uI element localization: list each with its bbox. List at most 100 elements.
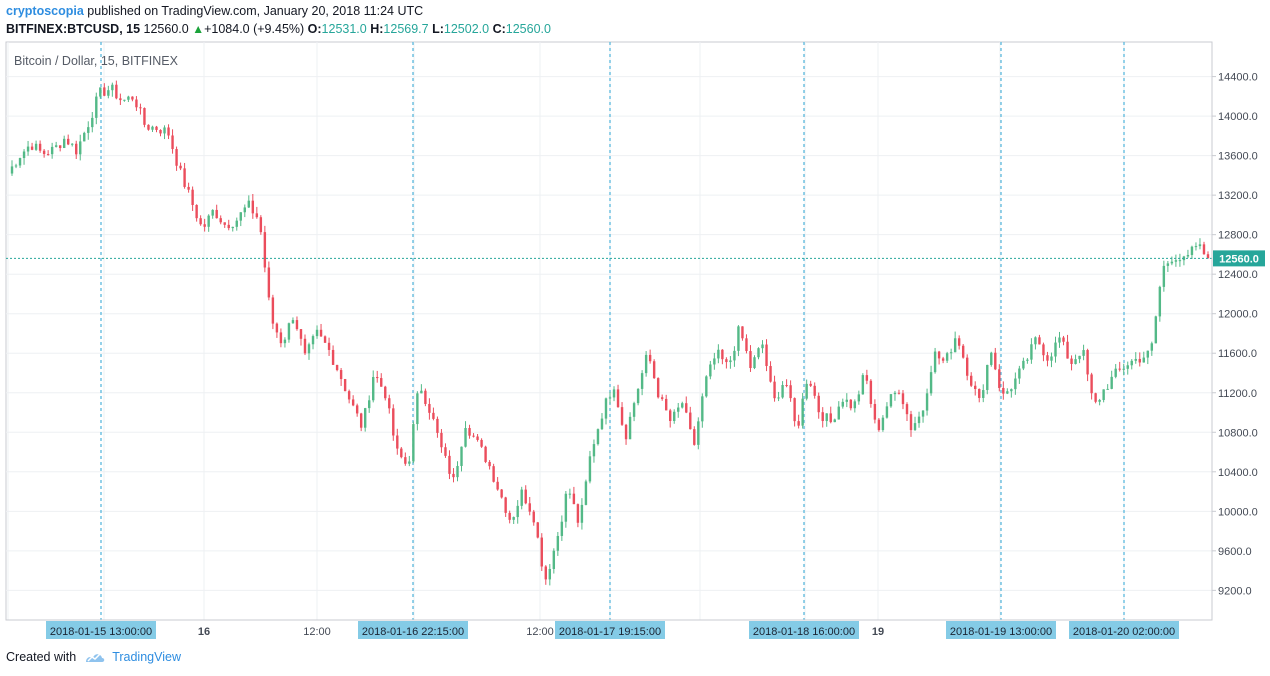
candle-body [813, 385, 816, 396]
candle-body [729, 360, 732, 363]
candle-body [335, 364, 339, 371]
candle-body [207, 215, 210, 227]
candle-body [929, 372, 933, 394]
candle-body [620, 407, 624, 425]
candle-body [877, 419, 881, 431]
candle-body [444, 447, 447, 456]
x-marker-labels: 2018-01-15 13:00:00 2018-01-16 22:15:00 20… [46, 621, 1179, 639]
candle-body [271, 297, 275, 324]
candle-body [203, 224, 206, 227]
candle-body [155, 126, 158, 130]
candle-body [376, 377, 379, 379]
candle-body [957, 338, 961, 346]
candle-body [1174, 260, 1178, 262]
candle-body [311, 336, 315, 345]
publication-info: cryptoscopia published on TradingView.co… [6, 4, 423, 18]
candles-group [10, 80, 1210, 586]
candle-body [689, 412, 692, 430]
candle-body [1198, 244, 1202, 247]
y-tick-label: 13600.0 [1218, 151, 1258, 163]
candle-body [821, 412, 824, 422]
candle-body [1114, 368, 1117, 377]
candle-body [1042, 344, 1045, 356]
marker-lines [100, 42, 1125, 620]
candle-body [841, 401, 844, 407]
candle-body [624, 424, 628, 440]
candle-body [673, 411, 676, 422]
candle-body [46, 154, 50, 156]
candle-body [347, 391, 351, 400]
candle-body [368, 400, 371, 409]
candle-body [372, 377, 375, 401]
x-tick-label: 12:00 [526, 626, 554, 638]
candle-body [171, 135, 174, 150]
candle-body [1054, 342, 1057, 357]
candle-body [681, 403, 684, 408]
candle-body [412, 424, 415, 462]
candle-body [905, 404, 909, 415]
marker-label-bg [46, 621, 156, 639]
high-label: H: [370, 22, 384, 36]
tradingview-logo-icon [86, 653, 105, 662]
candle-body [982, 390, 985, 398]
candle-body [468, 428, 471, 436]
candle-body [1006, 391, 1009, 394]
candle-body [315, 329, 319, 337]
candle-body [339, 370, 343, 380]
candle-body [1086, 350, 1089, 375]
author-link[interactable]: cryptoscopia [6, 4, 84, 18]
candle-body [175, 149, 178, 166]
candle-body [737, 326, 740, 351]
candle-body [741, 326, 744, 339]
candle-body [953, 338, 957, 353]
candle-body [79, 141, 82, 155]
candle-body [500, 489, 503, 498]
candle-body [1082, 350, 1085, 356]
candle-body [456, 465, 459, 478]
candle-body [95, 96, 98, 118]
candle-body [139, 107, 142, 109]
candle-body [34, 143, 38, 150]
candle-body [199, 218, 202, 225]
open-value: 12531.0 [321, 22, 367, 36]
candle-body [584, 481, 588, 505]
candle-body [163, 127, 166, 134]
candle-body [54, 145, 58, 147]
footer: Created with TradingView [6, 650, 181, 664]
candle-body [801, 398, 804, 426]
candle-body [239, 212, 242, 221]
candle-body [99, 87, 102, 97]
last-price: 12560.0 [143, 22, 189, 36]
tradingview-link[interactable]: TradingView [112, 650, 181, 664]
candle-body [396, 435, 399, 449]
candle-body [600, 418, 604, 430]
high-value: 12569.7 [383, 22, 429, 36]
candle-body [1134, 358, 1137, 361]
candle-body [564, 493, 568, 522]
candle-body [58, 145, 62, 149]
candle-body [580, 504, 584, 523]
candle-body [1158, 286, 1162, 317]
candle-body [392, 408, 395, 436]
y-tick-label: 14400.0 [1218, 72, 1258, 84]
candle-body [195, 204, 198, 219]
candle-body [809, 383, 812, 386]
candle-body [167, 127, 170, 136]
candle-body [1066, 341, 1069, 359]
marker-label-bg [946, 621, 1056, 639]
candle-body [384, 386, 387, 399]
candle-body [576, 504, 580, 523]
candle-body [733, 350, 736, 361]
y-tick-label: 11200.0 [1218, 388, 1257, 400]
candle-body [901, 393, 905, 405]
candle-body [343, 379, 347, 392]
candle-body [1014, 378, 1017, 390]
up-arrow-icon: ▲ [192, 22, 205, 36]
candle-body [664, 398, 668, 411]
candle-body [380, 378, 383, 387]
low-label: L: [432, 22, 444, 36]
current-price-tag: 12560.0 [1213, 250, 1265, 267]
candle-body [632, 403, 636, 417]
candle-body [1050, 356, 1053, 361]
